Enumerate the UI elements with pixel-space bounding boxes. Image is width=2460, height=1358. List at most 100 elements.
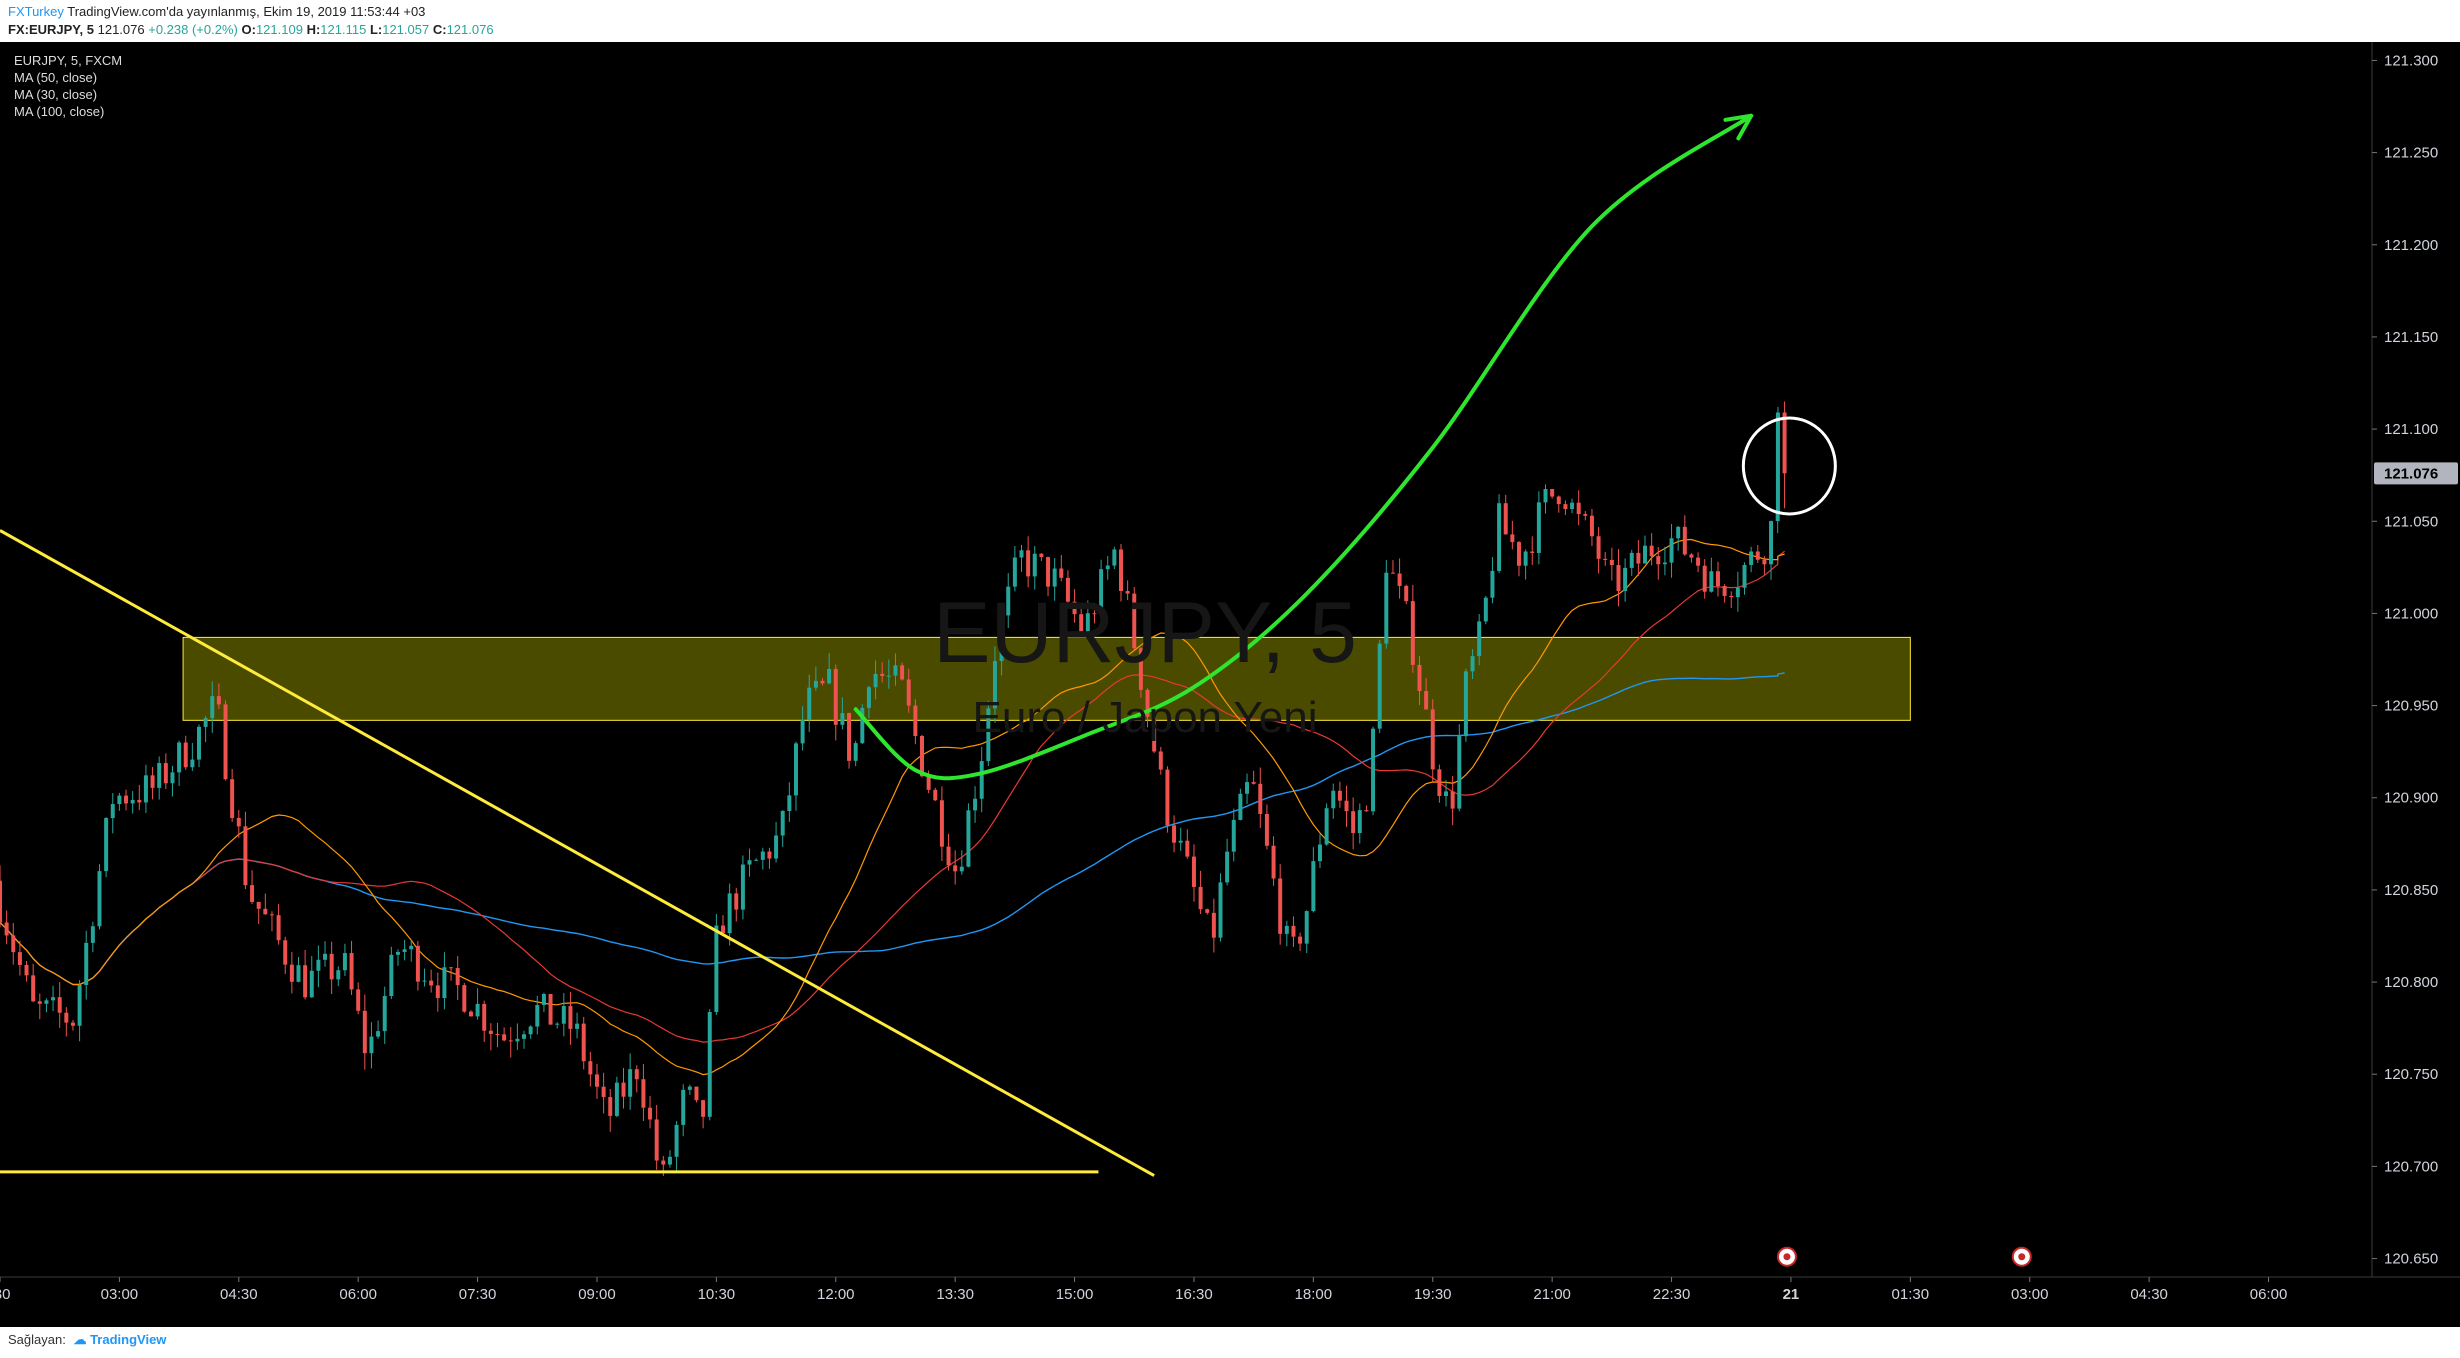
candle-body[interactable] — [900, 665, 905, 680]
candle-body[interactable] — [1092, 613, 1097, 615]
candle-body[interactable] — [800, 719, 805, 744]
candle-body[interactable] — [455, 968, 460, 986]
candle-body[interactable] — [1576, 502, 1581, 515]
candle-body[interactable] — [170, 772, 175, 784]
candle-body[interactable] — [1364, 810, 1369, 812]
candle-body[interactable] — [681, 1089, 686, 1125]
candle-body[interactable] — [1291, 925, 1296, 937]
candle-body[interactable] — [183, 742, 188, 768]
candle-body[interactable] — [256, 901, 261, 909]
candle-body[interactable] — [1563, 504, 1568, 510]
candle-body[interactable] — [1178, 840, 1183, 843]
candle-body[interactable] — [986, 708, 991, 762]
candle-body[interactable] — [422, 980, 427, 982]
candle-body[interactable] — [402, 949, 407, 952]
candle-body[interactable] — [157, 763, 162, 788]
candle-body[interactable] — [561, 1006, 566, 1024]
candle-body[interactable] — [1351, 811, 1356, 834]
candle-body[interactable] — [1218, 882, 1223, 938]
candle-body[interactable] — [508, 1040, 513, 1042]
candle-body[interactable] — [1497, 503, 1502, 571]
candle-body[interactable] — [1536, 502, 1541, 553]
candle-body[interactable] — [104, 818, 109, 872]
candle-body[interactable] — [634, 1069, 639, 1080]
candle-body[interactable] — [886, 675, 891, 677]
candle-body[interactable] — [694, 1086, 699, 1101]
candle-body[interactable] — [1238, 793, 1243, 820]
candle-body[interactable] — [920, 736, 924, 777]
candle-body[interactable] — [1231, 819, 1236, 852]
candle-body[interactable] — [1510, 534, 1515, 543]
candle-body[interactable] — [1722, 586, 1727, 596]
candle-body[interactable] — [475, 1003, 480, 1017]
candle-body[interactable] — [1271, 845, 1276, 879]
candle-body[interactable] — [1755, 551, 1760, 560]
candle-body[interactable] — [1085, 613, 1090, 632]
candle-body[interactable] — [1410, 601, 1415, 665]
candle-body[interactable] — [316, 959, 321, 971]
candle-body[interactable] — [787, 795, 792, 811]
candle-body[interactable] — [70, 1022, 75, 1026]
candle-body[interactable] — [236, 817, 241, 827]
candle-body[interactable] — [1530, 551, 1535, 553]
candle-body[interactable] — [1039, 553, 1044, 558]
candle-body[interactable] — [1072, 601, 1077, 615]
candle-body[interactable] — [973, 798, 978, 811]
candle-body[interactable] — [807, 687, 812, 720]
candle-body[interactable] — [415, 945, 420, 982]
candle-body[interactable] — [1006, 586, 1011, 616]
candle-body[interactable] — [840, 713, 845, 725]
candle-body[interactable] — [754, 859, 759, 861]
candle-body[interactable] — [376, 1031, 381, 1037]
candle-body[interactable] — [1662, 562, 1667, 565]
candle-body[interactable] — [1702, 565, 1707, 592]
candle-body[interactable] — [1404, 585, 1409, 602]
candle-body[interactable] — [575, 1023, 580, 1029]
candle-body[interactable] — [1742, 564, 1747, 588]
candle-body[interactable] — [495, 1033, 500, 1035]
candle-body[interactable] — [4, 922, 9, 936]
candle-body[interactable] — [84, 942, 89, 985]
candle-body[interactable] — [522, 1034, 527, 1039]
candle-body[interactable] — [442, 967, 447, 999]
candle-body[interactable] — [1331, 790, 1336, 809]
candle-body[interactable] — [1656, 556, 1661, 565]
candle-body[interactable] — [873, 673, 878, 688]
candle-body[interactable] — [621, 1082, 626, 1097]
candle-body[interactable] — [535, 1005, 540, 1027]
candle-body[interactable] — [468, 1011, 473, 1017]
candle-body[interactable] — [1550, 488, 1555, 497]
candle-body[interactable] — [541, 993, 546, 1006]
last-price-badge[interactable] — [2374, 462, 2458, 485]
highlight-circle[interactable] — [1741, 416, 1837, 516]
candle-body[interactable] — [1477, 621, 1482, 657]
candle-body[interactable] — [1105, 565, 1110, 570]
candle-body[interactable] — [1377, 643, 1382, 729]
candle-body[interactable] — [727, 893, 732, 934]
candle-body[interactable] — [77, 984, 82, 1026]
candle-body[interactable] — [37, 1001, 42, 1004]
candle-body[interactable] — [110, 804, 115, 819]
candle-body[interactable] — [117, 795, 122, 805]
candle-body[interactable] — [667, 1156, 672, 1165]
candle-body[interactable] — [906, 679, 911, 706]
candle-body[interactable] — [0, 880, 2, 923]
candle-body[interactable] — [210, 696, 215, 719]
candle-body[interactable] — [190, 759, 195, 768]
candle-body[interactable] — [1311, 861, 1316, 912]
candle-body[interactable] — [342, 953, 347, 971]
candle-body[interactable] — [740, 864, 745, 910]
publisher-name[interactable]: FXTurkey — [8, 4, 64, 19]
candle-body[interactable] — [1457, 736, 1462, 809]
candle-body[interactable] — [31, 975, 36, 1002]
candle-body[interactable] — [276, 915, 281, 941]
candle-body[interactable] — [953, 865, 958, 872]
candle-body[interactable] — [714, 925, 719, 1013]
candle-body[interactable] — [880, 673, 885, 676]
candle-body[interactable] — [747, 860, 752, 865]
candle-body[interactable] — [1649, 545, 1654, 557]
candle-body[interactable] — [1417, 664, 1422, 692]
candle-body[interactable] — [216, 696, 221, 705]
candle-body[interactable] — [833, 668, 838, 725]
candle-body[interactable] — [130, 799, 135, 804]
